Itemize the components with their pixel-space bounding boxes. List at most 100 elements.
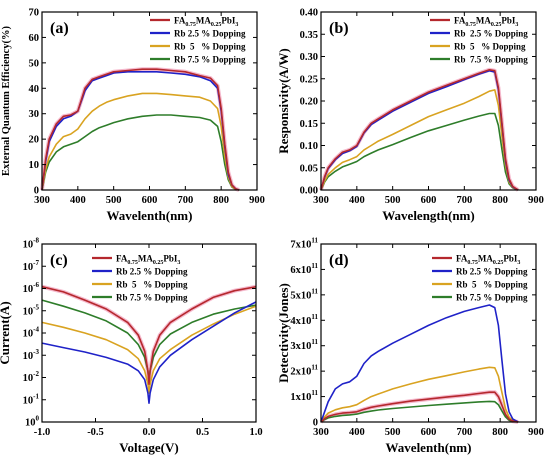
x-tick-label: 300 [34,195,50,206]
legend-label: Rb 2.5 % Dopping [454,29,528,39]
x-tick-label: 0.5 [196,427,209,438]
legend-label: Rb 7.5 % Dopping [174,55,246,65]
y-tick-label: 3x1011 [290,338,318,352]
legend-subscript: 3 [517,260,520,266]
tick-exponent: 11 [311,338,318,346]
x-tick-label: 800 [492,427,508,438]
tick-base: 10 [23,284,34,295]
legend-subscript: 0.75 [185,22,196,28]
y-tick-label: 20 [29,135,40,146]
series-line-glow [40,67,240,192]
legend-subscript: 0.25 [491,22,502,28]
tick-exponent: -7 [33,259,39,267]
x-axis-label: Wavelenth(nm) [386,440,472,455]
legend-subscript: 0.75 [127,260,138,266]
series-line-rb25 [41,71,240,191]
legend-label: Rb 5 % Dopping [174,42,246,52]
y-axis-label: External Quantum Efficiency(%) [1,26,12,176]
y-tick-label: 0.25 [300,74,318,85]
tick-exponent: 11 [311,287,318,295]
x-tick-label: 400 [70,195,86,206]
chart-panel-b: 300 400 500 600 700 800 900 0.00 0.05 0.10 0.15 0.2… [276,8,544,224]
y-tick-label: 10-7 [23,259,40,273]
series-line-fa [41,285,257,386]
x-tick-label: 700 [177,195,193,206]
legend-subscript: 0.25 [493,260,504,266]
series-line-fa [320,391,519,423]
tick-exponent: 11 [311,389,318,397]
y-tick-label: 0.40 [300,8,318,19]
y-tick-label: 0 [313,418,318,429]
legend-label: FA0.75MA0.25PbI3 [456,254,520,267]
series-line-glow [319,67,520,192]
legend-text: MA [476,16,491,26]
y-tick-label: 0.20 [300,97,318,108]
tick-exponent: 0 [36,415,40,423]
y-tick-label: 0.10 [300,141,318,152]
y-tick-label: 0.00 [300,186,318,197]
y-tick-label: 4x1011 [290,313,318,327]
y-tick-label: 10-3 [23,348,40,362]
y-tick-label: 1x1011 [290,389,318,403]
legend-label: Rb 2.5 % Dopping [456,267,528,277]
legend-text: PbI [501,16,516,26]
y-tick-label: 10-1 [23,392,40,406]
x-tick-label: 0.0 [142,427,155,438]
tick-mantissa: 2x10 [290,367,311,378]
legend-label: Rb 7.5 % Dopping [454,55,528,65]
legend-subscript: 0.75 [465,22,476,28]
x-tick-label: 400 [349,427,365,438]
tick-mantissa: 3x10 [290,341,311,352]
legend-label: Rb 5 % Dopping [116,280,188,290]
series-line-rb5 [41,92,240,191]
legend-label: FA0.75MA0.25PbI3 [454,16,518,29]
x-tick-label: 800 [492,195,508,206]
y-tick-label: 7x1011 [290,237,318,251]
y-tick-label: 50 [29,58,40,69]
x-tick-label: 900 [528,427,544,438]
chart-panel-d: 300 400 500 600 700 800 90001x10112x10113x1011… [276,237,544,456]
x-axis-label: Wavelength(nm) [382,208,474,223]
x-tick-label: 500 [106,195,122,206]
chart-panel-a: 300 400 500 600 700 800 900 0 10 20 30 40 50 60 70 Wave… [1,8,265,224]
legend-label: FA0.75MA0.25PbI3 [174,16,238,29]
y-tick-label: 0.30 [300,52,318,63]
legend-label: Rb 5 % Dopping [456,280,528,290]
tick-mantissa: 7x10 [290,240,311,251]
y-tick-label: 40 [29,84,40,95]
series-line-rb75 [320,400,519,423]
legend-text: FA [174,16,186,26]
legend-text: PbI [503,254,518,264]
x-tick-label: 300 [313,195,329,206]
tick-base: 10 [23,306,34,317]
y-tick-label: 2x1011 [290,364,318,378]
series-line-rb25 [320,304,519,423]
tick-exponent: -6 [33,281,39,289]
x-tick-label: 300 [313,427,329,438]
legend-label: Rb 7.5 % Dopping [456,293,528,303]
legend-text: PbI [221,16,236,26]
tick-base: 10 [23,395,34,406]
y-tick-label: 0 [34,186,39,197]
series-line-rb25 [320,69,519,191]
x-tick-label: -0.5 [87,427,104,438]
series-line-rb5 [41,305,257,394]
tick-exponent: -5 [33,303,39,311]
x-tick-label: 800 [213,195,229,206]
tick-base: 10 [23,262,34,273]
legend-subscript: 0.25 [211,22,222,28]
panel-label: (d) [329,252,349,269]
y-tick-label: 10 [29,160,40,171]
tick-mantissa: 6x10 [290,265,311,276]
series-line-rb25 [41,301,257,405]
x-tick-label: 600 [421,195,437,206]
y-tick-label: 70 [29,8,40,19]
tick-exponent: -4 [33,326,39,334]
chart-panel-c: -1.0 -0.5 0.0 0.5 1.010010-110-210-310-410-5… [0,237,263,456]
x-tick-label: 600 [421,427,437,438]
series-line-rb5 [320,89,519,191]
tick-exponent: 11 [311,237,318,245]
legend-label: Rb 2.5 % Dopping [116,267,188,277]
x-tick-label: 900 [249,195,265,206]
